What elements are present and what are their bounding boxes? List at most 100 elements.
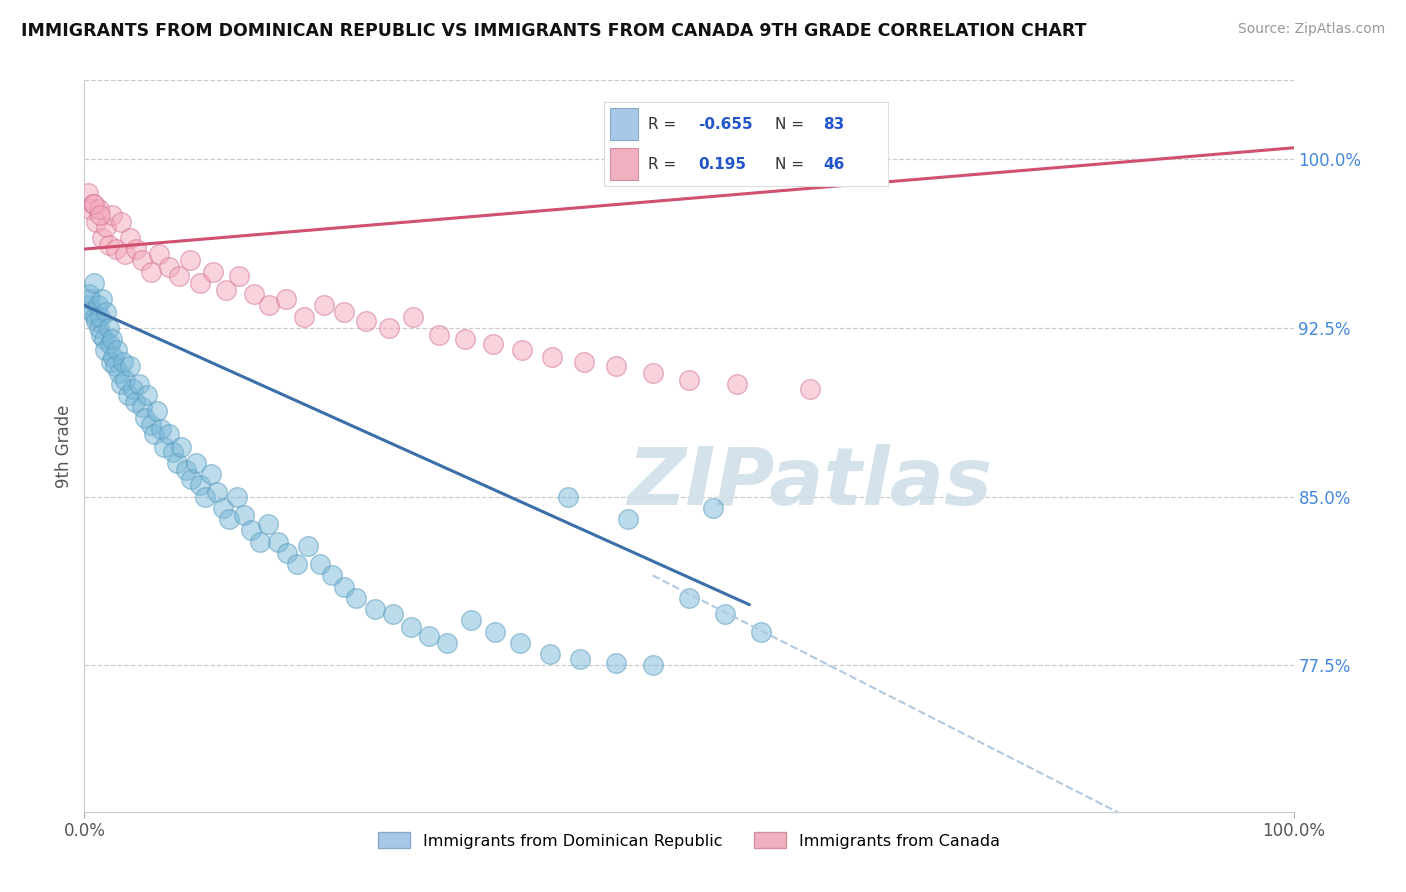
Point	[225, 490, 247, 504]
Point	[89, 208, 111, 222]
Point	[134, 410, 156, 425]
Point	[101, 332, 124, 346]
Point	[538, 647, 561, 661]
Point	[103, 350, 125, 364]
Point	[80, 305, 103, 319]
Point	[124, 395, 146, 409]
Point	[605, 656, 627, 670]
Point	[641, 366, 664, 380]
Point	[363, 602, 385, 616]
Point	[94, 305, 117, 319]
Point	[79, 202, 101, 216]
Point	[402, 310, 425, 324]
Point	[100, 354, 122, 368]
Point	[569, 651, 592, 665]
Point	[83, 197, 105, 211]
Point	[139, 264, 162, 278]
Point	[166, 456, 188, 470]
Point	[381, 607, 404, 621]
Point	[242, 287, 264, 301]
Point	[94, 219, 117, 234]
Point	[114, 373, 136, 387]
Point	[190, 276, 212, 290]
Point	[131, 400, 153, 414]
Point	[97, 237, 120, 252]
Point	[436, 636, 458, 650]
Point	[82, 197, 104, 211]
Point	[194, 490, 217, 504]
Point	[312, 298, 335, 312]
Point	[285, 557, 308, 571]
Point	[184, 456, 207, 470]
Point	[146, 404, 169, 418]
Point	[77, 186, 100, 200]
Point	[725, 377, 748, 392]
Point	[91, 231, 114, 245]
Point	[79, 292, 101, 306]
Text: IMMIGRANTS FROM DOMINICAN REPUBLIC VS IMMIGRANTS FROM CANADA 9TH GRADE CORRELATI: IMMIGRANTS FROM DOMINICAN REPUBLIC VS IM…	[21, 22, 1087, 40]
Point	[148, 246, 170, 260]
Text: Source: ZipAtlas.com: Source: ZipAtlas.com	[1237, 22, 1385, 37]
Point	[84, 310, 107, 324]
Point	[90, 327, 112, 342]
Point	[641, 658, 664, 673]
Point	[131, 253, 153, 268]
Point	[91, 292, 114, 306]
Y-axis label: 9th Grade: 9th Grade	[55, 404, 73, 488]
Point	[77, 287, 100, 301]
Point	[541, 350, 564, 364]
Point	[157, 426, 180, 441]
Point	[86, 314, 108, 328]
Point	[678, 373, 700, 387]
Point	[83, 276, 105, 290]
Point	[97, 321, 120, 335]
Point	[179, 253, 201, 268]
Point	[104, 359, 127, 373]
Point	[309, 557, 332, 571]
Point	[87, 202, 110, 216]
Point	[678, 591, 700, 605]
Point	[799, 382, 821, 396]
Point	[714, 607, 737, 621]
Point	[259, 298, 281, 312]
Point	[557, 490, 579, 504]
Legend: Immigrants from Dominican Republic, Immigrants from Canada: Immigrants from Dominican Republic, Immi…	[371, 826, 1007, 855]
Point	[98, 336, 121, 351]
Text: ZIPatlas: ZIPatlas	[627, 443, 993, 522]
Point	[294, 310, 316, 324]
Point	[257, 516, 280, 531]
Point	[87, 321, 110, 335]
Point	[121, 382, 143, 396]
Point	[89, 310, 111, 324]
Point	[427, 327, 450, 342]
Point	[605, 359, 627, 373]
Point	[94, 343, 117, 358]
Point	[218, 512, 240, 526]
Point	[276, 546, 298, 560]
Point	[249, 534, 271, 549]
Point	[112, 354, 135, 368]
Point	[460, 614, 482, 628]
Point	[125, 242, 148, 256]
Point	[207, 485, 229, 500]
Point	[617, 512, 640, 526]
Point	[110, 377, 132, 392]
Point	[418, 629, 440, 643]
Point	[157, 260, 180, 274]
Point	[174, 462, 197, 476]
Point	[267, 534, 290, 549]
Point	[170, 440, 193, 454]
Point	[101, 208, 124, 222]
Point	[333, 580, 356, 594]
Point	[128, 377, 150, 392]
Point	[153, 440, 176, 454]
Point	[93, 332, 115, 346]
Point	[190, 478, 212, 492]
Point	[105, 343, 128, 358]
Point	[86, 298, 108, 312]
Point	[702, 500, 724, 515]
Point	[509, 636, 531, 650]
Point	[110, 215, 132, 229]
Point	[297, 539, 319, 553]
Point	[399, 620, 422, 634]
